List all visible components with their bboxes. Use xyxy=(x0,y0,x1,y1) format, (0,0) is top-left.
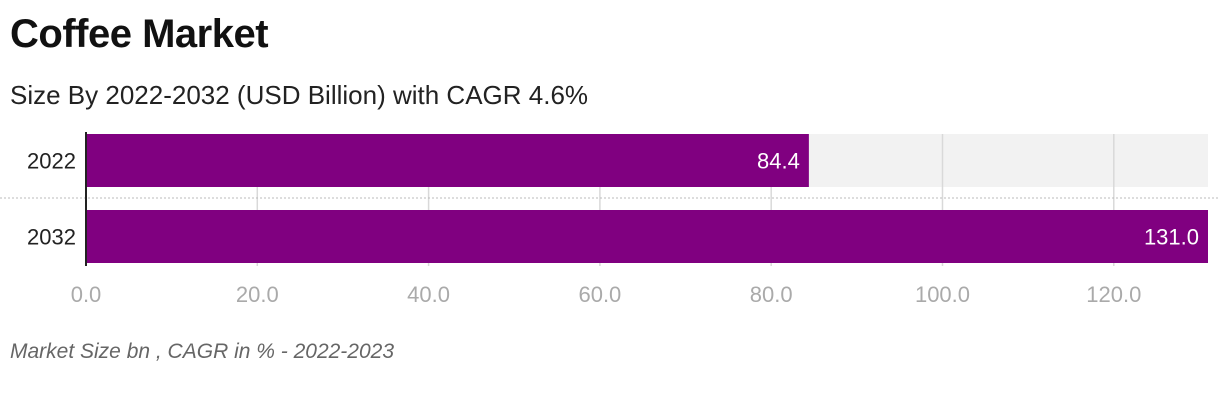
bar-layer xyxy=(86,134,1208,263)
x-tick-label: 20.0 xyxy=(236,282,279,307)
data-label: 84.4 xyxy=(757,149,800,174)
chart-title: Coffee Market xyxy=(10,12,269,56)
category-label: 2022 xyxy=(27,149,76,174)
x-tick-label: 40.0 xyxy=(407,282,450,307)
category-label: 2032 xyxy=(27,225,76,250)
x-tick-label: 100.0 xyxy=(915,282,970,307)
x-tick-label: 0.0 xyxy=(71,282,102,307)
x-tick-label: 120.0 xyxy=(1086,282,1141,307)
bar xyxy=(86,210,1208,263)
label-layer: 2022 2032 84.4 131.0 0.0 20.0 40.0 60.0 80.0 100.… xyxy=(27,132,1199,307)
bar xyxy=(86,134,809,187)
chart-subtitle: Size By 2022-2032 (USD Billion) with CAG… xyxy=(10,80,589,110)
bar-chart: 2022 2032 84.4 131.0 0.0 20.0 40.0 60.0 80.0 100.… xyxy=(0,132,1220,307)
chart-caption: Market Size bn , CAGR in % - 2022-2023 xyxy=(10,340,395,363)
x-tick-label: 80.0 xyxy=(750,282,793,307)
data-label: 131.0 xyxy=(1144,225,1199,250)
x-tick-label: 60.0 xyxy=(578,282,621,307)
